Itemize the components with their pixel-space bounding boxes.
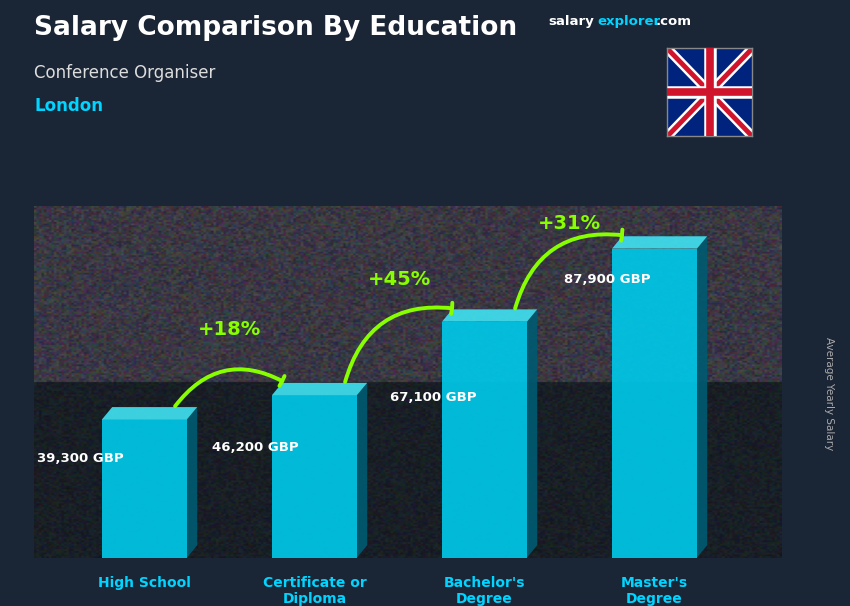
Text: 87,900 GBP: 87,900 GBP [564, 273, 650, 286]
Polygon shape [272, 395, 357, 558]
Text: +45%: +45% [368, 270, 431, 289]
Polygon shape [187, 407, 197, 558]
Text: 39,300 GBP: 39,300 GBP [37, 451, 123, 465]
Polygon shape [102, 419, 187, 558]
Text: .com: .com [655, 15, 691, 28]
Polygon shape [442, 310, 537, 322]
Text: Conference Organiser: Conference Organiser [34, 64, 215, 82]
Text: +18%: +18% [198, 319, 261, 339]
Polygon shape [527, 310, 537, 558]
Polygon shape [357, 383, 367, 558]
Text: 46,200 GBP: 46,200 GBP [212, 441, 298, 454]
Text: +31%: +31% [538, 214, 601, 233]
Text: Average Yearly Salary: Average Yearly Salary [824, 338, 834, 450]
Polygon shape [612, 248, 697, 558]
Text: London: London [34, 97, 103, 115]
Text: 67,100 GBP: 67,100 GBP [390, 391, 477, 404]
Text: salary: salary [548, 15, 594, 28]
Polygon shape [272, 383, 367, 395]
Polygon shape [102, 407, 197, 419]
Text: Salary Comparison By Education: Salary Comparison By Education [34, 15, 517, 41]
Polygon shape [442, 322, 527, 558]
Polygon shape [612, 236, 707, 248]
Polygon shape [697, 236, 707, 558]
Text: explorer: explorer [598, 15, 660, 28]
